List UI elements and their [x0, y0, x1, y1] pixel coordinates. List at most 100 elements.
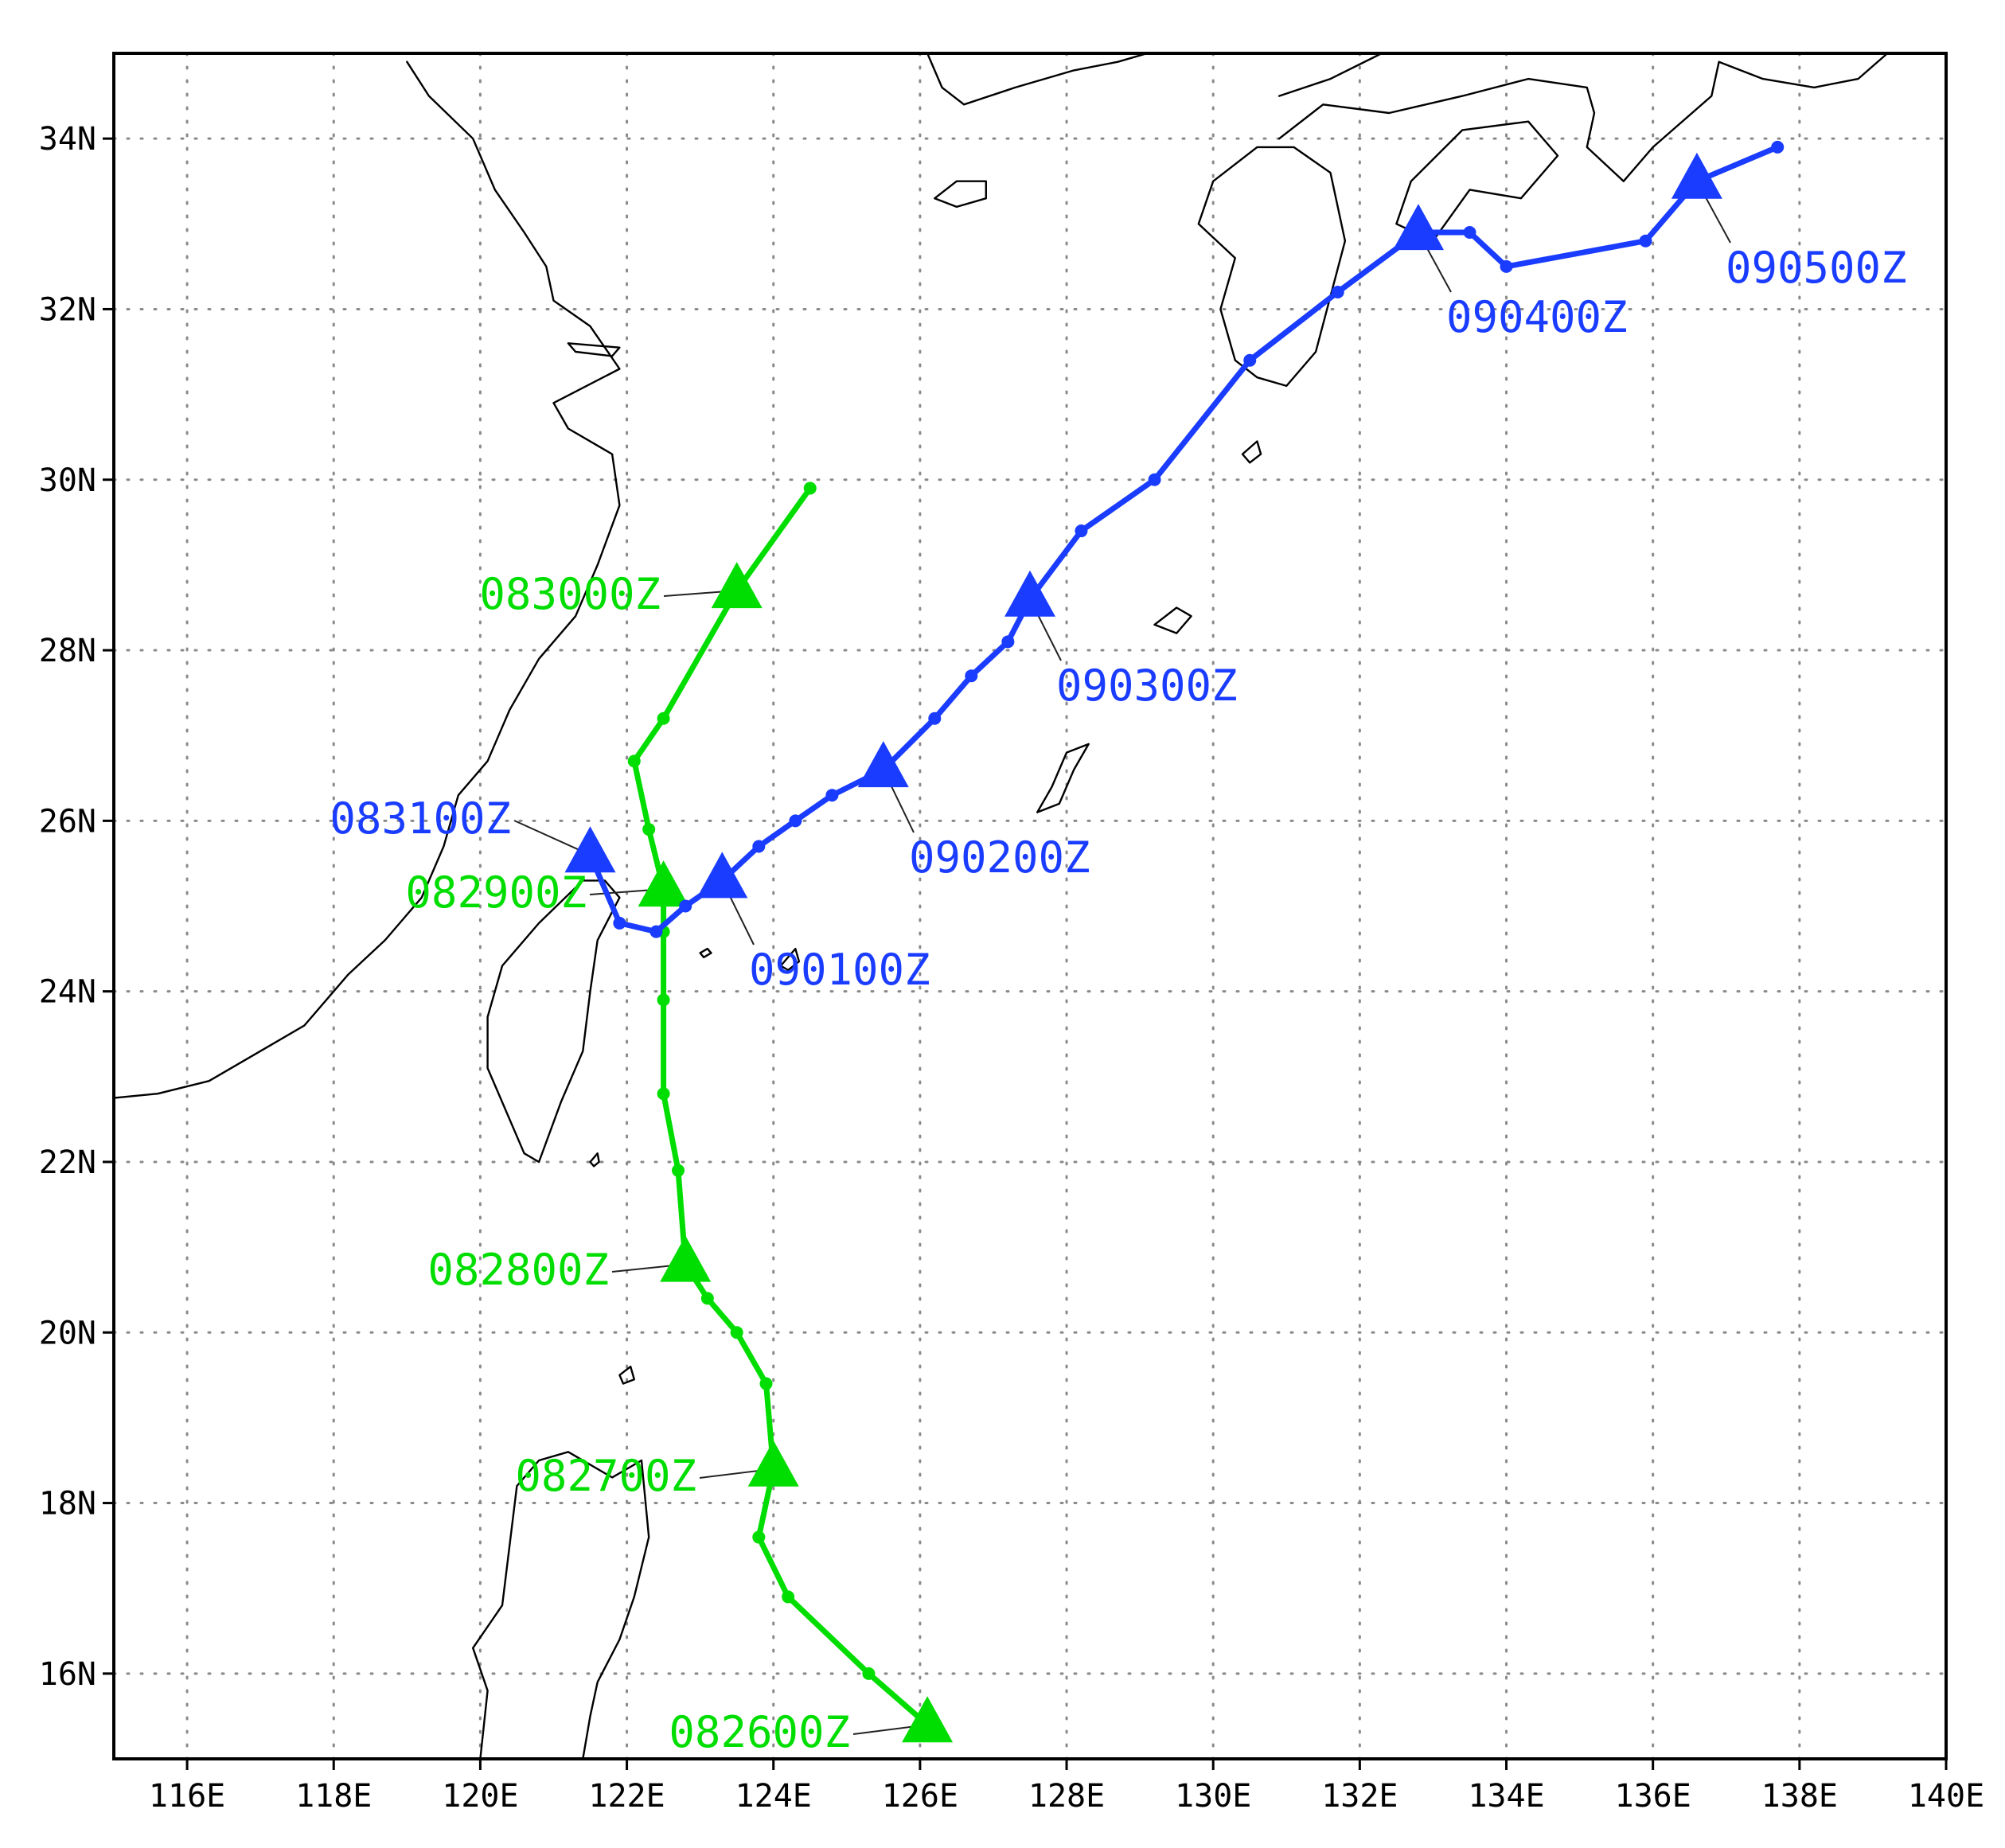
label-leader-line — [513, 820, 591, 856]
track-point — [1500, 259, 1513, 273]
time-marker-triangle — [660, 1235, 712, 1282]
track-point — [672, 1164, 685, 1177]
track-point — [965, 669, 978, 683]
shikoku-outline — [1395, 120, 1559, 242]
track-point — [1001, 635, 1015, 649]
track-point — [752, 840, 766, 853]
time-marker-triangle — [711, 562, 763, 609]
x-tick-label: 120E — [442, 1778, 518, 1815]
y-tick-label: 24N — [39, 974, 96, 1011]
time-marker-triangle — [638, 860, 689, 907]
storm-tracks: 082600Z082700Z082800Z082900Z083000Z08310… — [330, 140, 1907, 1757]
track-1: 083100Z 090100Z 090200Z 090300Z 090400Z 09050… — [330, 140, 1907, 995]
y-tick-label: 28N — [39, 633, 96, 669]
time-marker-triangle — [747, 1440, 799, 1487]
time-marker-triangle — [1671, 152, 1722, 199]
time-marker-triangle — [902, 1696, 954, 1743]
time-marker-triangle — [564, 826, 616, 873]
time-marker-triangle — [857, 741, 909, 788]
time-label: 090100Z — [749, 945, 930, 995]
track-point — [752, 1530, 766, 1544]
coastlines — [112, 52, 1889, 1760]
lanyu-island — [589, 1152, 600, 1168]
korea-south — [926, 52, 1149, 106]
time-label: 082600Z — [669, 1707, 850, 1757]
okinawa-island — [1036, 743, 1090, 813]
amami-island — [1153, 606, 1192, 634]
track-point — [700, 1292, 714, 1305]
track-point — [649, 925, 663, 938]
yaku-island — [1241, 440, 1262, 464]
time-label: 090200Z — [909, 832, 1090, 883]
honshu-coast — [1278, 52, 1889, 182]
x-tick-label: 124E — [735, 1778, 812, 1815]
y-tick-label: 26N — [39, 803, 96, 840]
y-tick-label: 34N — [39, 121, 96, 158]
track-point — [782, 1590, 795, 1604]
chongming-island — [567, 342, 621, 357]
china-coast — [112, 60, 621, 1099]
track-point — [789, 814, 802, 828]
x-tick-label: 126E — [882, 1778, 958, 1815]
track-point — [657, 1087, 670, 1101]
time-label: 083100Z — [330, 793, 511, 844]
time-label: 082700Z — [515, 1451, 696, 1501]
time-label: 090400Z — [1446, 292, 1628, 342]
luzon-outline — [472, 1451, 650, 1760]
x-tick-label: 116E — [149, 1778, 225, 1815]
taiwan-outline — [486, 879, 621, 1164]
track-point — [1463, 226, 1476, 240]
x-tick-label: 128E — [1028, 1778, 1105, 1815]
track-point — [1639, 234, 1652, 248]
time-marker-triangle — [1004, 570, 1055, 617]
y-tick-label: 22N — [39, 1144, 96, 1181]
time-marker-triangle — [696, 852, 748, 899]
track-point — [1148, 473, 1161, 486]
map-frame — [112, 52, 1948, 1760]
track-point — [1331, 286, 1344, 299]
time-label: 082900Z — [405, 867, 587, 918]
x-tick-label: 134E — [1468, 1778, 1544, 1815]
gridlines — [112, 52, 1948, 1760]
track-point — [928, 712, 942, 725]
y-tick-label: 30N — [39, 462, 96, 499]
time-label: 090500Z — [1726, 243, 1907, 293]
x-tick-label: 122E — [588, 1778, 665, 1815]
time-label: 090300Z — [1056, 661, 1238, 711]
kyushu-outline — [1197, 146, 1347, 388]
time-marker-triangle — [1393, 204, 1444, 251]
track-point — [627, 754, 641, 768]
x-tick-label: 136E — [1615, 1778, 1691, 1815]
y-tick-label: 18N — [39, 1486, 96, 1522]
track-point — [825, 789, 839, 802]
x-tick-label: 118E — [295, 1778, 372, 1815]
track-point — [1771, 140, 1785, 154]
track-point — [759, 1377, 773, 1390]
track-point — [613, 916, 626, 930]
x-tick-label: 130E — [1175, 1778, 1251, 1815]
track-point — [862, 1667, 876, 1680]
y-tick-label: 32N — [39, 291, 96, 328]
track-point — [730, 1326, 743, 1339]
track-point — [1075, 524, 1088, 538]
x-tick-label: 140E — [1908, 1778, 1984, 1815]
yonaguni-island — [699, 947, 712, 958]
jeju-island — [934, 180, 987, 209]
babuyan-island — [618, 1365, 635, 1385]
time-label: 083000Z — [479, 569, 661, 619]
ishigaki-island — [779, 947, 801, 972]
track-point — [657, 993, 670, 1007]
track-point — [803, 481, 817, 495]
y-tick-label: 16N — [39, 1656, 96, 1693]
track-point — [679, 899, 692, 913]
x-tick-label: 138E — [1761, 1778, 1838, 1815]
x-tick-label: 132E — [1321, 1778, 1398, 1815]
track-point — [1243, 353, 1257, 367]
time-label: 082800Z — [427, 1245, 609, 1295]
track-0: 082600Z 082700Z 082800Z 082900Z 083000Z — [405, 481, 954, 1757]
track-point — [657, 712, 670, 725]
track-point — [642, 823, 656, 836]
y-tick-label: 20N — [39, 1315, 96, 1351]
